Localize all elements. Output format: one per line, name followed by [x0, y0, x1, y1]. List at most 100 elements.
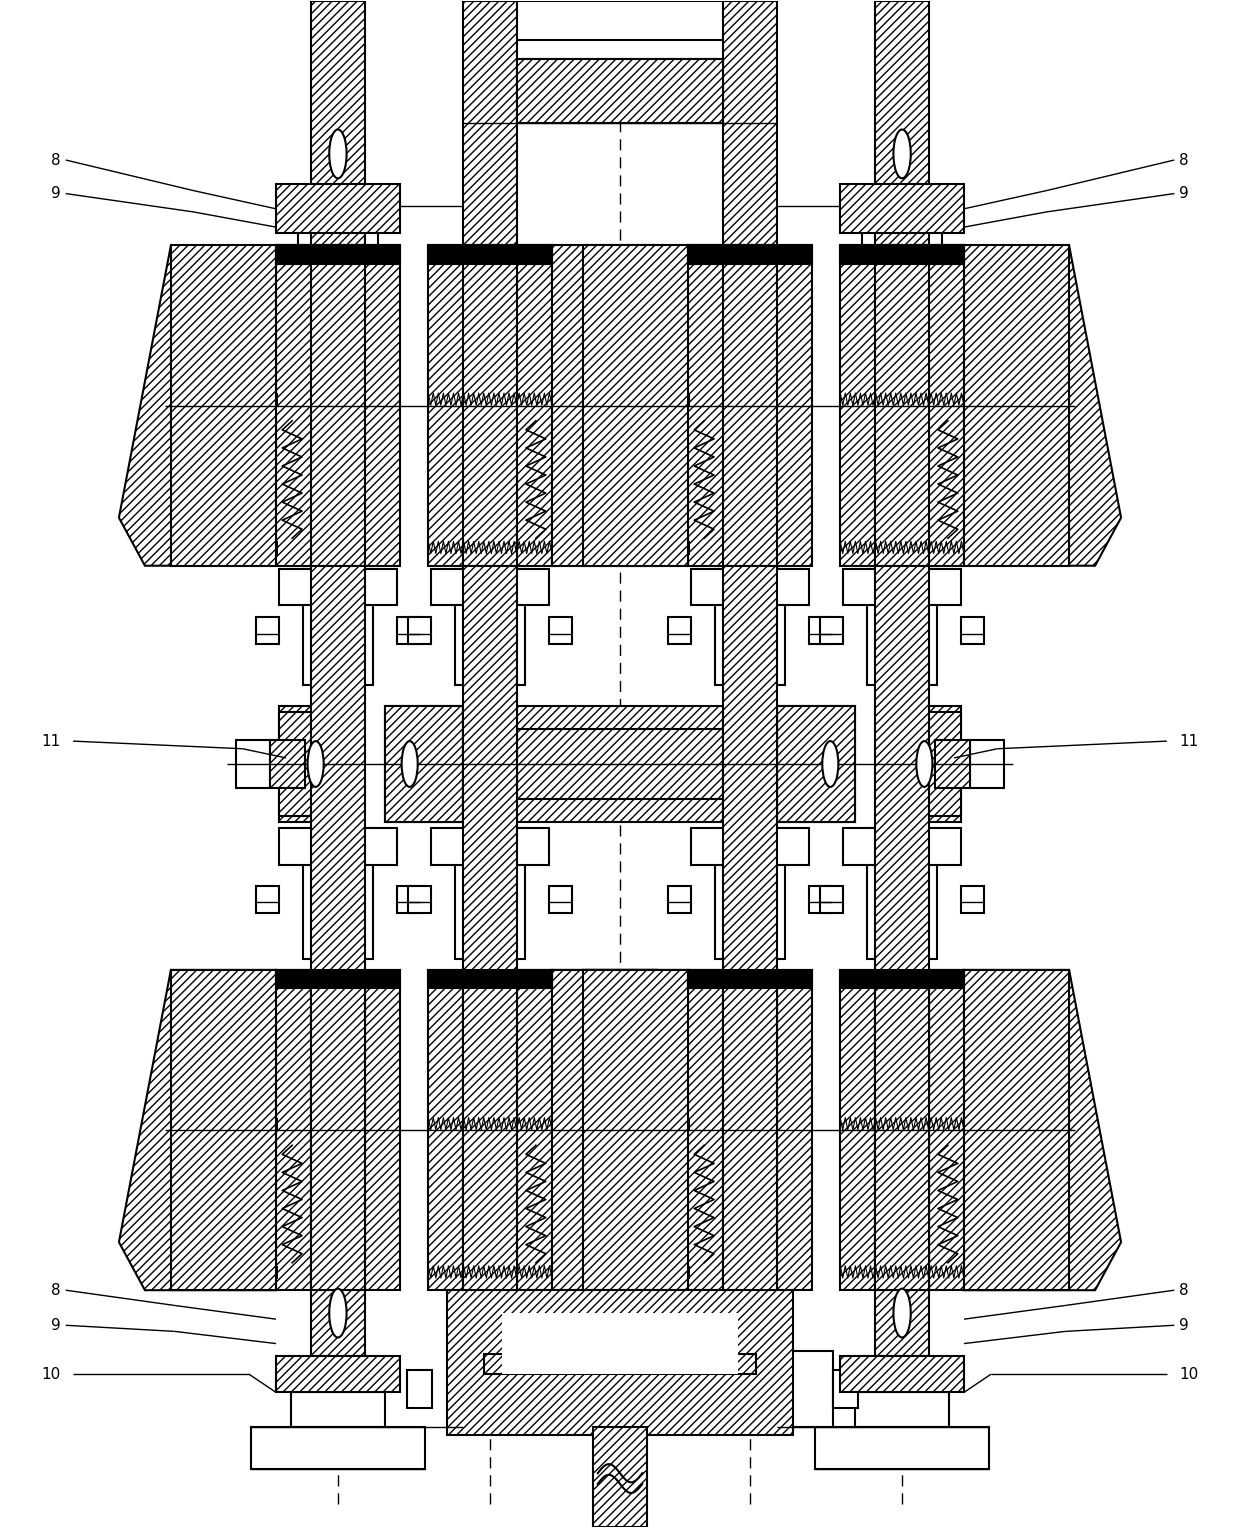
Bar: [252, 1427, 424, 1468]
Bar: [841, 1355, 963, 1392]
Bar: [311, 970, 365, 1290]
Bar: [316, 24, 360, 63]
Ellipse shape: [330, 1288, 346, 1337]
Bar: [277, 970, 311, 989]
Bar: [316, 886, 360, 920]
Bar: [816, 1427, 988, 1468]
Text: 9: 9: [1179, 1317, 1189, 1332]
Text: 8: 8: [1179, 153, 1189, 168]
Text: 8: 8: [1179, 1282, 1189, 1297]
Bar: [277, 246, 399, 565]
Bar: [723, 2, 777, 565]
Bar: [291, 1392, 384, 1427]
Bar: [723, 246, 777, 565]
Text: 11: 11: [41, 733, 61, 749]
Text: 8: 8: [51, 153, 61, 168]
Bar: [463, 706, 517, 822]
Polygon shape: [963, 246, 1121, 565]
Bar: [880, 24, 924, 63]
Ellipse shape: [894, 130, 910, 179]
Bar: [810, 617, 832, 645]
Bar: [843, 828, 961, 865]
Bar: [901, 706, 961, 822]
Polygon shape: [552, 970, 709, 1290]
Bar: [311, 246, 365, 565]
Bar: [875, 970, 929, 1290]
Bar: [171, 970, 277, 1290]
Bar: [384, 712, 856, 816]
Bar: [880, 886, 924, 920]
Bar: [688, 970, 812, 989]
Bar: [277, 246, 311, 264]
Bar: [583, 970, 688, 1290]
Text: 11: 11: [1179, 733, 1199, 749]
Bar: [668, 617, 691, 645]
Bar: [517, 729, 723, 799]
Bar: [171, 246, 277, 565]
Ellipse shape: [402, 741, 418, 787]
Text: 10: 10: [41, 1366, 61, 1381]
Polygon shape: [552, 246, 709, 565]
Bar: [875, 1290, 929, 1355]
Bar: [277, 970, 399, 989]
Bar: [484, 1354, 756, 1374]
Bar: [875, 565, 929, 1290]
Bar: [723, 706, 777, 822]
Bar: [299, 231, 377, 252]
Polygon shape: [119, 246, 277, 565]
Text: 10: 10: [1179, 1366, 1199, 1381]
Bar: [841, 185, 963, 234]
Bar: [384, 706, 856, 822]
Bar: [821, 617, 843, 645]
Bar: [552, 970, 657, 1290]
Bar: [723, 1290, 777, 1355]
Text: 9: 9: [51, 1317, 61, 1332]
Bar: [502, 1313, 738, 1374]
Bar: [723, 970, 777, 1290]
Bar: [688, 246, 723, 264]
Bar: [463, 970, 517, 1290]
Bar: [875, 246, 929, 565]
Bar: [841, 246, 963, 264]
Polygon shape: [531, 246, 688, 565]
Bar: [311, 1290, 365, 1355]
Bar: [455, 568, 525, 685]
Bar: [961, 886, 983, 914]
Bar: [277, 246, 399, 264]
Text: 9: 9: [1179, 186, 1189, 202]
Bar: [723, 246, 777, 565]
Bar: [715, 828, 785, 960]
Bar: [463, 970, 517, 1290]
Bar: [304, 568, 372, 685]
Bar: [961, 617, 983, 645]
Bar: [311, 2, 365, 565]
Bar: [463, 246, 517, 565]
Bar: [583, 246, 688, 565]
Bar: [277, 970, 399, 1290]
Bar: [549, 886, 572, 914]
Bar: [688, 970, 723, 989]
Bar: [463, 1290, 517, 1355]
Bar: [446, 1290, 794, 1435]
Bar: [901, 712, 961, 816]
Bar: [856, 1392, 949, 1427]
Ellipse shape: [916, 741, 932, 787]
Bar: [868, 568, 936, 685]
Bar: [324, 2, 352, 24]
Bar: [843, 568, 961, 605]
Bar: [463, 565, 517, 1290]
Bar: [841, 970, 963, 1290]
Bar: [723, 970, 777, 1290]
Bar: [397, 886, 419, 914]
Bar: [723, 706, 777, 822]
Ellipse shape: [822, 741, 838, 787]
Bar: [875, 970, 929, 1290]
Bar: [467, 886, 512, 920]
Bar: [777, 1351, 833, 1427]
Bar: [279, 712, 339, 816]
Bar: [688, 246, 812, 565]
Polygon shape: [531, 970, 688, 1290]
Bar: [428, 246, 552, 565]
Bar: [384, 706, 463, 822]
Bar: [593, 1427, 647, 1526]
